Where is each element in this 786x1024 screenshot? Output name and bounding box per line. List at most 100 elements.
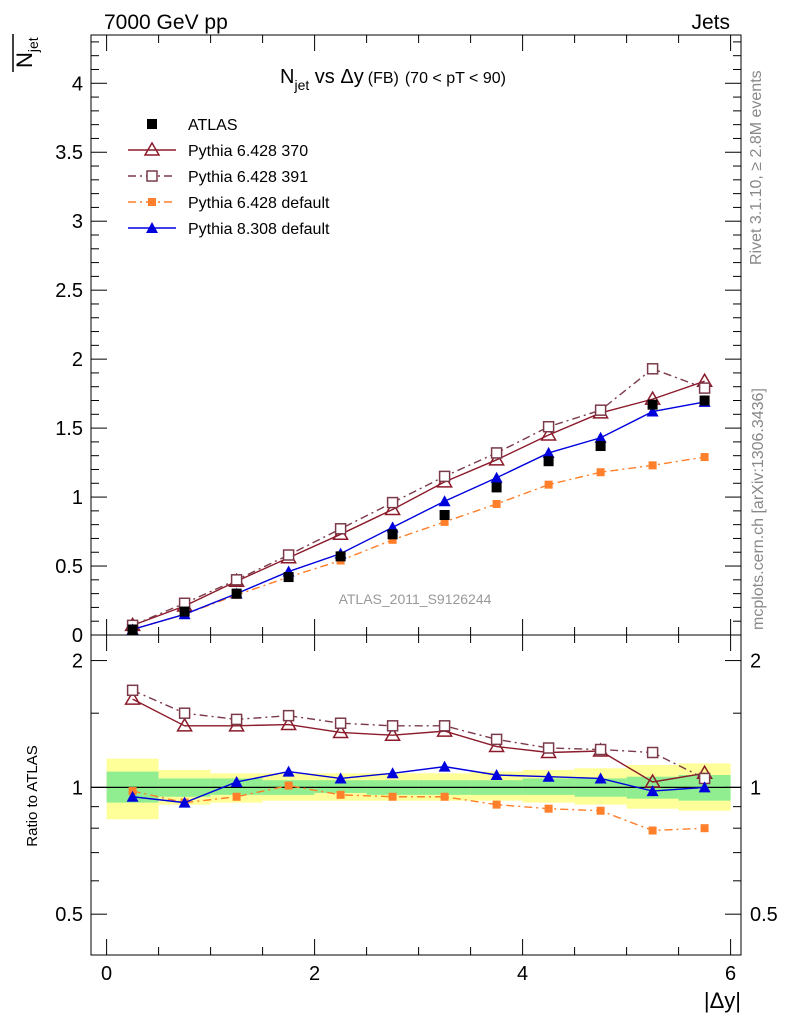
y-tick-label: 3.5 [55, 142, 83, 164]
ratio-series [124, 684, 713, 835]
data-point [179, 606, 190, 617]
data-point [334, 523, 347, 535]
data-point [596, 468, 605, 477]
ratio-data-point [490, 733, 503, 746]
ratio-data-point [596, 806, 605, 815]
plot-title-small: (FB) [368, 70, 399, 87]
series-line [132, 380, 705, 627]
ratio-data-point [178, 796, 191, 808]
ratio-data-point [544, 804, 553, 813]
main-ylabel: Njet [12, 37, 41, 68]
series-line [132, 367, 705, 626]
data-point [544, 480, 553, 489]
plot-title-rest: vs Δy [309, 66, 363, 88]
ratio-data-point [336, 790, 345, 799]
ratio-ticks: 0.5 0.5 1 1 2 2 0 2 4 6 [55, 635, 778, 985]
ratio-y-tick-label-right: 2 [750, 651, 761, 673]
ratio-data-point [124, 690, 141, 705]
watermark: ATLAS_2011_S9126244 [339, 591, 492, 607]
ratio-data-point [178, 707, 191, 719]
data-point [698, 382, 711, 394]
ratio-data-point [284, 781, 293, 790]
legend-marker [143, 141, 161, 156]
data-point [438, 470, 451, 483]
data-point [595, 441, 606, 452]
ratio-data-point [646, 746, 659, 759]
rivet-label-text: Rivet 3.1.10, ≥ 2.8M events [748, 70, 765, 265]
data-point [335, 551, 346, 562]
data-point [491, 482, 502, 493]
ratio-y-tick-label-right: 0.5 [750, 904, 778, 926]
data-point [540, 426, 557, 441]
y-tick-label: 2 [72, 349, 83, 371]
legend-label: Pythia 6.428 391 [188, 169, 308, 186]
ratio-series-line [132, 698, 705, 783]
data-point [700, 453, 709, 462]
rivet-label: Rivet 3.1.10, ≥ 2.8M events [748, 70, 765, 265]
ratio-y-tick-label: 1 [72, 777, 83, 799]
data-point [594, 431, 607, 443]
y-tick-label: 0.5 [55, 556, 83, 578]
ratio-data-point [334, 717, 347, 729]
data-point [127, 624, 138, 635]
y-tick-label: 4 [72, 73, 83, 95]
ratio-data-point [388, 792, 397, 801]
main-ticks: 0 0.5 1 1.5 2 2.5 3 3.5 4 [55, 35, 741, 647]
uncertainty-band-inner [314, 780, 367, 793]
data-point [594, 404, 607, 416]
header-right: Jets [691, 11, 730, 34]
data-point [646, 405, 659, 417]
data-point [282, 549, 295, 561]
ratio-data-point [332, 723, 349, 739]
ratio-data-point [280, 716, 297, 731]
ratio-data-point [334, 772, 347, 784]
data-point [386, 496, 399, 509]
data-point [647, 399, 658, 410]
x-tick-label: 4 [517, 963, 528, 985]
y-tick-label: 3 [72, 211, 83, 233]
legend-label: Pythia 8.308 default [188, 221, 330, 238]
ratio-frame [90, 634, 742, 956]
main-ylabel-n: N [12, 52, 37, 68]
x-tick-label: 0 [101, 963, 112, 985]
plot-title-n: N [280, 66, 294, 88]
main-panel: 0 0.5 1 1.5 2 2.5 3 3.5 4 Njet vs Δy (FB) (70 < pT… [12, 34, 742, 647]
legend-marker [148, 198, 156, 206]
ratio-data-point [700, 824, 709, 833]
ratio-data-point [648, 826, 657, 835]
data-point [438, 495, 451, 507]
data-point [542, 420, 555, 433]
ratio-data-point [176, 717, 193, 732]
legend-marker [146, 222, 158, 233]
ratio-data-point [126, 684, 139, 697]
ratio-panel: 0.5 0.5 1 1 2 2 0 2 4 6 Ratio to ATLAS |Δy| [24, 634, 778, 1013]
ratio-data-point [698, 781, 711, 793]
ratio-bands [91, 758, 741, 820]
data-point [490, 471, 503, 483]
data-point [384, 500, 401, 516]
data-point [283, 572, 294, 583]
main-ylabel-sub: jet [25, 37, 41, 53]
data-point [542, 446, 555, 458]
ratio-data-point [386, 767, 399, 779]
ratio-data-point [646, 785, 659, 797]
ratio-series-line [132, 784, 705, 832]
x-tick-label: 2 [309, 963, 320, 985]
plot-title-range: (70 < pT < 90) [405, 70, 506, 87]
ratio-data-point [440, 792, 449, 801]
ratio-y-tick-label: 2 [72, 651, 83, 673]
y-tick-label: 1 [72, 487, 83, 509]
ratio-data-point [386, 720, 399, 732]
plot-title: Njet vs Δy (FB) (70 < pT < 90) [280, 66, 506, 93]
ratio-data-point [384, 726, 401, 741]
data-point [646, 363, 659, 375]
ratio-data-point [282, 765, 295, 777]
ratio-data-point [542, 742, 555, 754]
ratio-data-point [438, 760, 451, 772]
data-point [490, 447, 503, 459]
legend-marker [147, 119, 157, 129]
main-series [124, 363, 713, 635]
header-left: 7000 GeV pp [104, 11, 228, 34]
legend: ATLAS Pythia 6.428 370 Pythia 6.428 391 Pyt… [128, 117, 330, 238]
